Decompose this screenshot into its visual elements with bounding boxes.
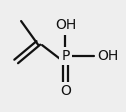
- Text: OH: OH: [98, 49, 119, 63]
- Text: O: O: [60, 84, 71, 98]
- Text: OH: OH: [55, 18, 76, 32]
- Text: P: P: [61, 49, 70, 63]
